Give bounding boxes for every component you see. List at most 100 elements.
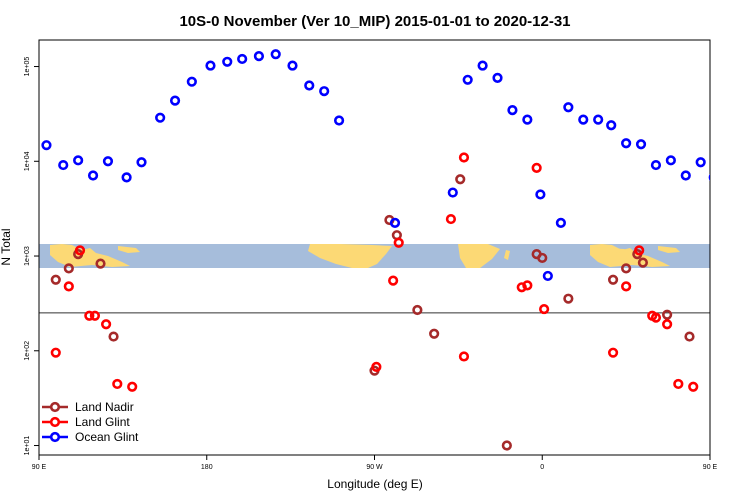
land-glint-point-12: [458, 351, 470, 362]
data-points: [41, 49, 748, 451]
ocean-glint-point-0: [41, 140, 52, 151]
x-tick-label-2: 90 W: [366, 464, 383, 471]
x-axis-label: Longitude (deg E): [327, 477, 422, 491]
ocean-glint-point-22: [477, 60, 488, 71]
land-glint-point-3: [84, 310, 95, 321]
ocean-glint-point-4: [102, 156, 114, 167]
ocean-glint-point-29: [563, 102, 574, 113]
land-indonesia-repeat: [606, 248, 630, 253]
y-axis-label: N Total: [0, 228, 13, 265]
y-tick-label-1: 1e+02: [24, 341, 31, 361]
ocean-glint-point-8: [169, 95, 181, 106]
land-glint-point-17: [539, 303, 550, 315]
land-nadir-point-0: [50, 274, 61, 285]
land-nadir-point-8: [412, 304, 423, 316]
ocean-glint-point-39: [708, 173, 710, 181]
y-tick-label-4: 1e+05: [24, 57, 31, 77]
land-glint-point-5: [100, 319, 112, 330]
land-nadir-point-15: [607, 274, 619, 285]
ocean-glint-point-32: [606, 120, 617, 131]
land-glint-point-0: [50, 347, 61, 358]
ocean-glint-point-27: [542, 270, 553, 282]
land-new-guinea: [118, 246, 140, 253]
land-glint-point-19: [621, 281, 632, 292]
legend-marker-land-nadir: [49, 401, 61, 413]
x-axis: 90 E 180 90 W 0 90 E: [32, 455, 718, 471]
ocean-glint-point-11: [222, 56, 233, 67]
land-glint-point-23: [662, 319, 673, 330]
land-nadir-point-19: [662, 309, 673, 320]
ocean-glint-point-18: [333, 115, 345, 126]
ocean-glint-point-28: [555, 217, 566, 228]
ocean-glint-point-31: [593, 114, 604, 125]
land-nadir-point-18: [637, 257, 649, 268]
ocean-glint-point-20: [447, 187, 458, 198]
y-axis: 1e+01 1e+02 1e+03 1e+04 1e+05: [24, 57, 39, 455]
ocean-glint-point-15: [287, 60, 298, 71]
ocean-glint-point-40: [725, 158, 733, 166]
land-nadir-point-11: [501, 440, 512, 451]
ocean-glint-point-5: [121, 172, 132, 183]
land-glint-point-6: [112, 378, 123, 390]
ocean-glint-point-12: [237, 53, 248, 65]
legend-label-ocean-glint: Ocean Glint: [75, 430, 139, 444]
ocean-glint-point-17: [319, 86, 330, 97]
land-glint-point-1: [63, 281, 74, 292]
ocean-glint-point-6: [136, 157, 147, 168]
ocean-glint-point-30: [578, 114, 589, 125]
ocean-glint-point-24: [507, 105, 518, 116]
x-tick-label-3: 0: [540, 464, 544, 471]
x-tick-label-4: 90 E: [703, 464, 718, 471]
x-tick-label-0: 90 E: [32, 464, 47, 471]
ocean-glint-point-10: [205, 60, 216, 71]
land-glint-point-11: [445, 213, 457, 225]
land-nadir-point-16: [621, 263, 632, 274]
ocean-glint-point-9: [186, 76, 197, 87]
land-glint-point-2: [74, 245, 86, 256]
land-new-guinea-repeat: [658, 246, 680, 253]
ocean-glint-point-37: [680, 170, 691, 181]
land-nadir-point-3: [95, 258, 106, 269]
land-nadir-point-14: [563, 293, 574, 304]
land-nadir-point-13: [537, 252, 548, 264]
ocean-glint-point-2: [73, 155, 84, 166]
ocean-glint-point-36: [665, 155, 676, 166]
ocean-glint-point-41: [740, 114, 748, 122]
land-glint-point-13: [458, 152, 470, 163]
ocean-glint-point-35: [650, 159, 662, 171]
ocean-glint-point-21: [462, 74, 473, 85]
land-south-america: [308, 244, 392, 268]
y-tick-label-3: 1e+04: [24, 151, 31, 171]
land-nadir-point-4: [108, 331, 119, 342]
land-glint-point-18: [607, 347, 619, 358]
chart-title: 10S-0 November (Ver 10_MIP) 2015-01-01 t…: [179, 13, 570, 30]
land-nadir-point-1: [63, 263, 74, 274]
land-nadir-point-20: [684, 331, 695, 342]
ocean-glint-point-33: [621, 138, 632, 149]
ocean-glint-point-19: [389, 217, 401, 228]
legend-label-land-glint: Land Glint: [75, 415, 130, 429]
ocean-glint-point-14: [270, 49, 281, 60]
y-tick-label-2: 1e+03: [24, 246, 31, 266]
legend-marker-land-glint: [49, 416, 61, 428]
ocean-glint-point-1: [58, 159, 69, 171]
land-glint-point-10: [393, 237, 404, 248]
land-glint-point-25: [688, 381, 699, 392]
ocean-glint-point-26: [535, 189, 546, 200]
ocean-glint-point-34: [635, 139, 647, 150]
land-glint-point-8: [371, 361, 382, 372]
map-band: [39, 244, 710, 268]
land-nadir-point-9: [429, 328, 440, 339]
x-tick-label-1: 180: [201, 464, 213, 471]
ocean-glint-point-7: [155, 112, 166, 123]
land-glint-point-4: [89, 310, 101, 321]
land-madagascar: [504, 250, 510, 260]
land-glint-point-22: [650, 312, 662, 323]
ocean-glint-point-23: [492, 72, 503, 83]
land-africa: [458, 244, 500, 268]
land-glint-point-7: [127, 381, 138, 392]
ocean-glint-point-38: [695, 157, 706, 168]
legend-marker-ocean-glint: [49, 431, 61, 443]
